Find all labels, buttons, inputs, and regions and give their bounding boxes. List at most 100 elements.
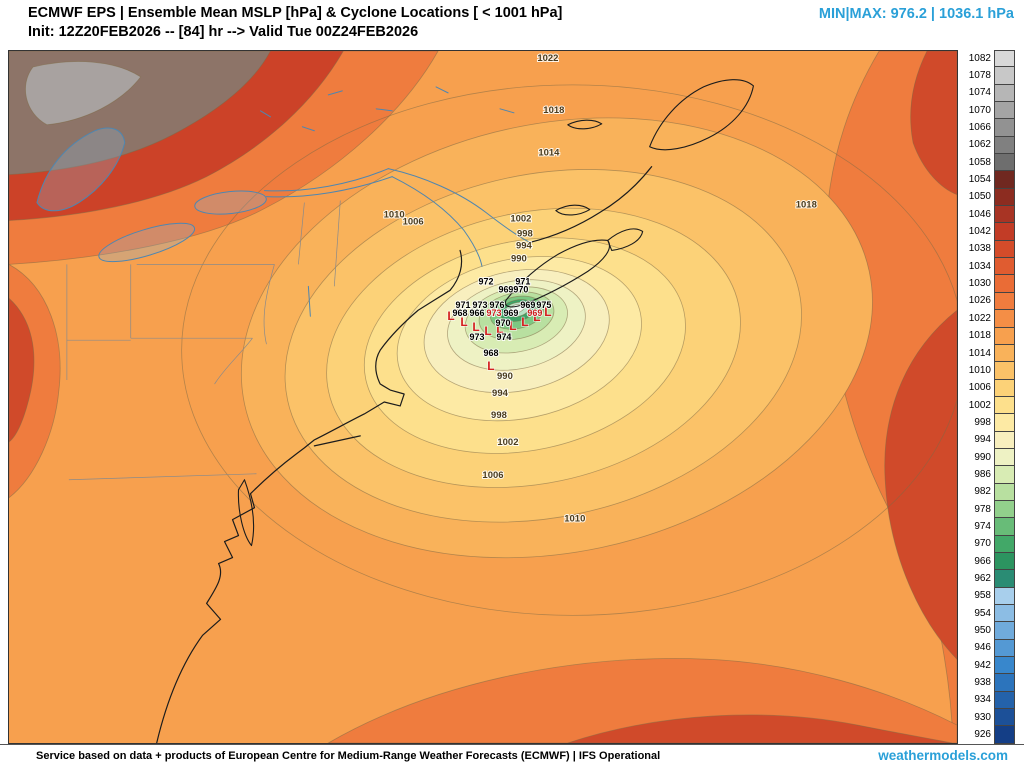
colorbar-tick-label: 1074 [968,87,991,99]
colorbar-swatch [994,292,1015,311]
colorbar-swatch [994,466,1015,484]
cyclone-low-symbol: L [472,320,479,334]
contour-label: 994 [516,240,533,251]
minmax-readout: MIN|MAX: 976.2 | 1036.1 hPa [818,6,1014,22]
header: ECMWF EPS | Ensemble Mean MSLP [hPa] & C… [0,0,1024,50]
colorbar-row: 966 [962,552,1016,571]
contour-label: 994 [492,388,509,399]
colorbar-swatch [994,431,1015,449]
colorbar-tick-label: 1082 [968,52,991,64]
colorbar-row: 1026 [962,292,1016,311]
colorbar-row: 1046 [962,206,1016,224]
colorbar-swatch [994,188,1015,207]
colorbar-swatch [994,344,1015,363]
colorbar-row: 934 [962,691,1016,710]
colorbar-swatch [994,154,1015,172]
colorbar-row: 1050 [962,188,1016,207]
colorbar-row: 1014 [962,344,1016,363]
cyclone-pressure-value: 968 [483,348,498,358]
colorbar-tick-label: 954 [974,607,991,619]
colorbar-row: 994 [962,431,1016,449]
colorbar-swatch [994,674,1015,692]
cyclone-pressure-value: 975 [536,300,551,310]
cyclone-pressure-value: 966 [470,308,485,318]
colorbar-tick-label: 930 [974,711,991,723]
colorbar-tick-label: 1058 [968,156,991,168]
colorbar-tick-label: 962 [974,572,991,584]
attribution-text: Service based on data + products of Euro… [36,750,661,762]
colorbar-row: 954 [962,605,1016,623]
colorbar-tick-label: 1002 [968,399,991,411]
colorbar-row: 1034 [962,258,1016,276]
cyclone-pressure-value: 976 [489,300,504,310]
colorbar-row: 1078 [962,67,1016,85]
colorbar-swatch [994,310,1015,328]
colorbar-tick-label: 974 [974,520,991,532]
colorbar-tick-label: 1042 [968,226,991,238]
colorbar-swatch [994,605,1015,623]
colorbar-swatch [994,448,1015,467]
cyclone-low-symbol: L [544,305,551,319]
colorbar-row: 1018 [962,327,1016,345]
colorbar-swatch [994,258,1015,276]
colorbar-row: 1010 [962,362,1016,380]
colorbar-tick-label: 1046 [968,208,991,220]
cyclone-low-symbols-group: L L L L L L L L LL [447,304,553,373]
cyclone-low-symbol: L [521,315,528,329]
colorbar: 1082 1078 1074 1070 1066 1062 1058 1054 1050 1046… [962,50,1016,744]
contour-label: 1010 [564,514,585,525]
colorbar-row: 1030 [962,275,1016,293]
cyclone-pressure-value: 969 [503,308,518,318]
contour-label: 1022 [537,53,558,64]
colorbar-tick-label: 958 [974,590,991,602]
colorbar-tick-label: 1070 [968,104,991,116]
map-title: ECMWF EPS | Ensemble Mean MSLP [hPa] & C… [28,5,563,21]
colorbar-tick-label: 1034 [968,260,991,272]
colorbar-row: 1082 [962,50,1016,68]
cyclone-pressure-value: 969 [498,284,513,294]
colorbar-swatch [994,657,1015,675]
colorbar-swatch [994,84,1015,103]
colorbar-swatch [994,726,1015,744]
contour-label: 1002 [510,214,531,225]
colorbar-tick-label: 1066 [968,122,991,134]
colorbar-swatch [994,396,1015,415]
cyclone-low-symbol: L [460,315,467,329]
colorbar-tick-label: 1062 [968,139,991,151]
cyclone-pressure-value: 969 [527,308,542,318]
colorbar-swatch [994,552,1015,571]
colorbar-tick-label: 1022 [968,312,991,324]
contour-label: 1018 [796,200,817,211]
pressure-field [9,51,957,743]
contour-label: 998 [491,410,507,421]
colorbar-row: 990 [962,448,1016,467]
colorbar-row: 982 [962,483,1016,501]
footer: Service based on data + products of Euro… [0,744,1024,768]
colorbar-row: 986 [962,466,1016,484]
colorbar-tick-label: 994 [974,434,991,446]
cyclone-low-symbol: L [496,322,503,336]
colorbar-tick-label: 1010 [968,364,991,376]
colorbar-swatch [994,535,1015,553]
colorbar-tick-label: 1050 [968,191,991,203]
cyclone-low-symbol: L [484,324,491,338]
colorbar-tick-label: 1030 [968,278,991,290]
colorbar-swatch [994,587,1015,605]
colorbar-swatch [994,570,1015,588]
colorbar-swatch [994,119,1015,137]
colorbar-swatch [994,518,1015,536]
coastlines-and-borders [36,79,754,743]
colorbar-tick-label: 978 [974,503,991,515]
colorbar-row: 978 [962,500,1016,519]
colorbar-row: 938 [962,674,1016,692]
cyclone-pressure-value: 972 [479,276,494,286]
colorbar-tick-label: 990 [974,451,991,463]
colorbar-row: 1062 [962,136,1016,155]
site-name: weathermodels.com [878,748,1008,763]
map-init-valid-line: Init: 12Z20FEB2026 -- [84] hr --> Valid … [28,24,419,40]
cyclone-pressure-value: 970 [495,318,510,328]
contour-label: 990 [497,371,513,382]
